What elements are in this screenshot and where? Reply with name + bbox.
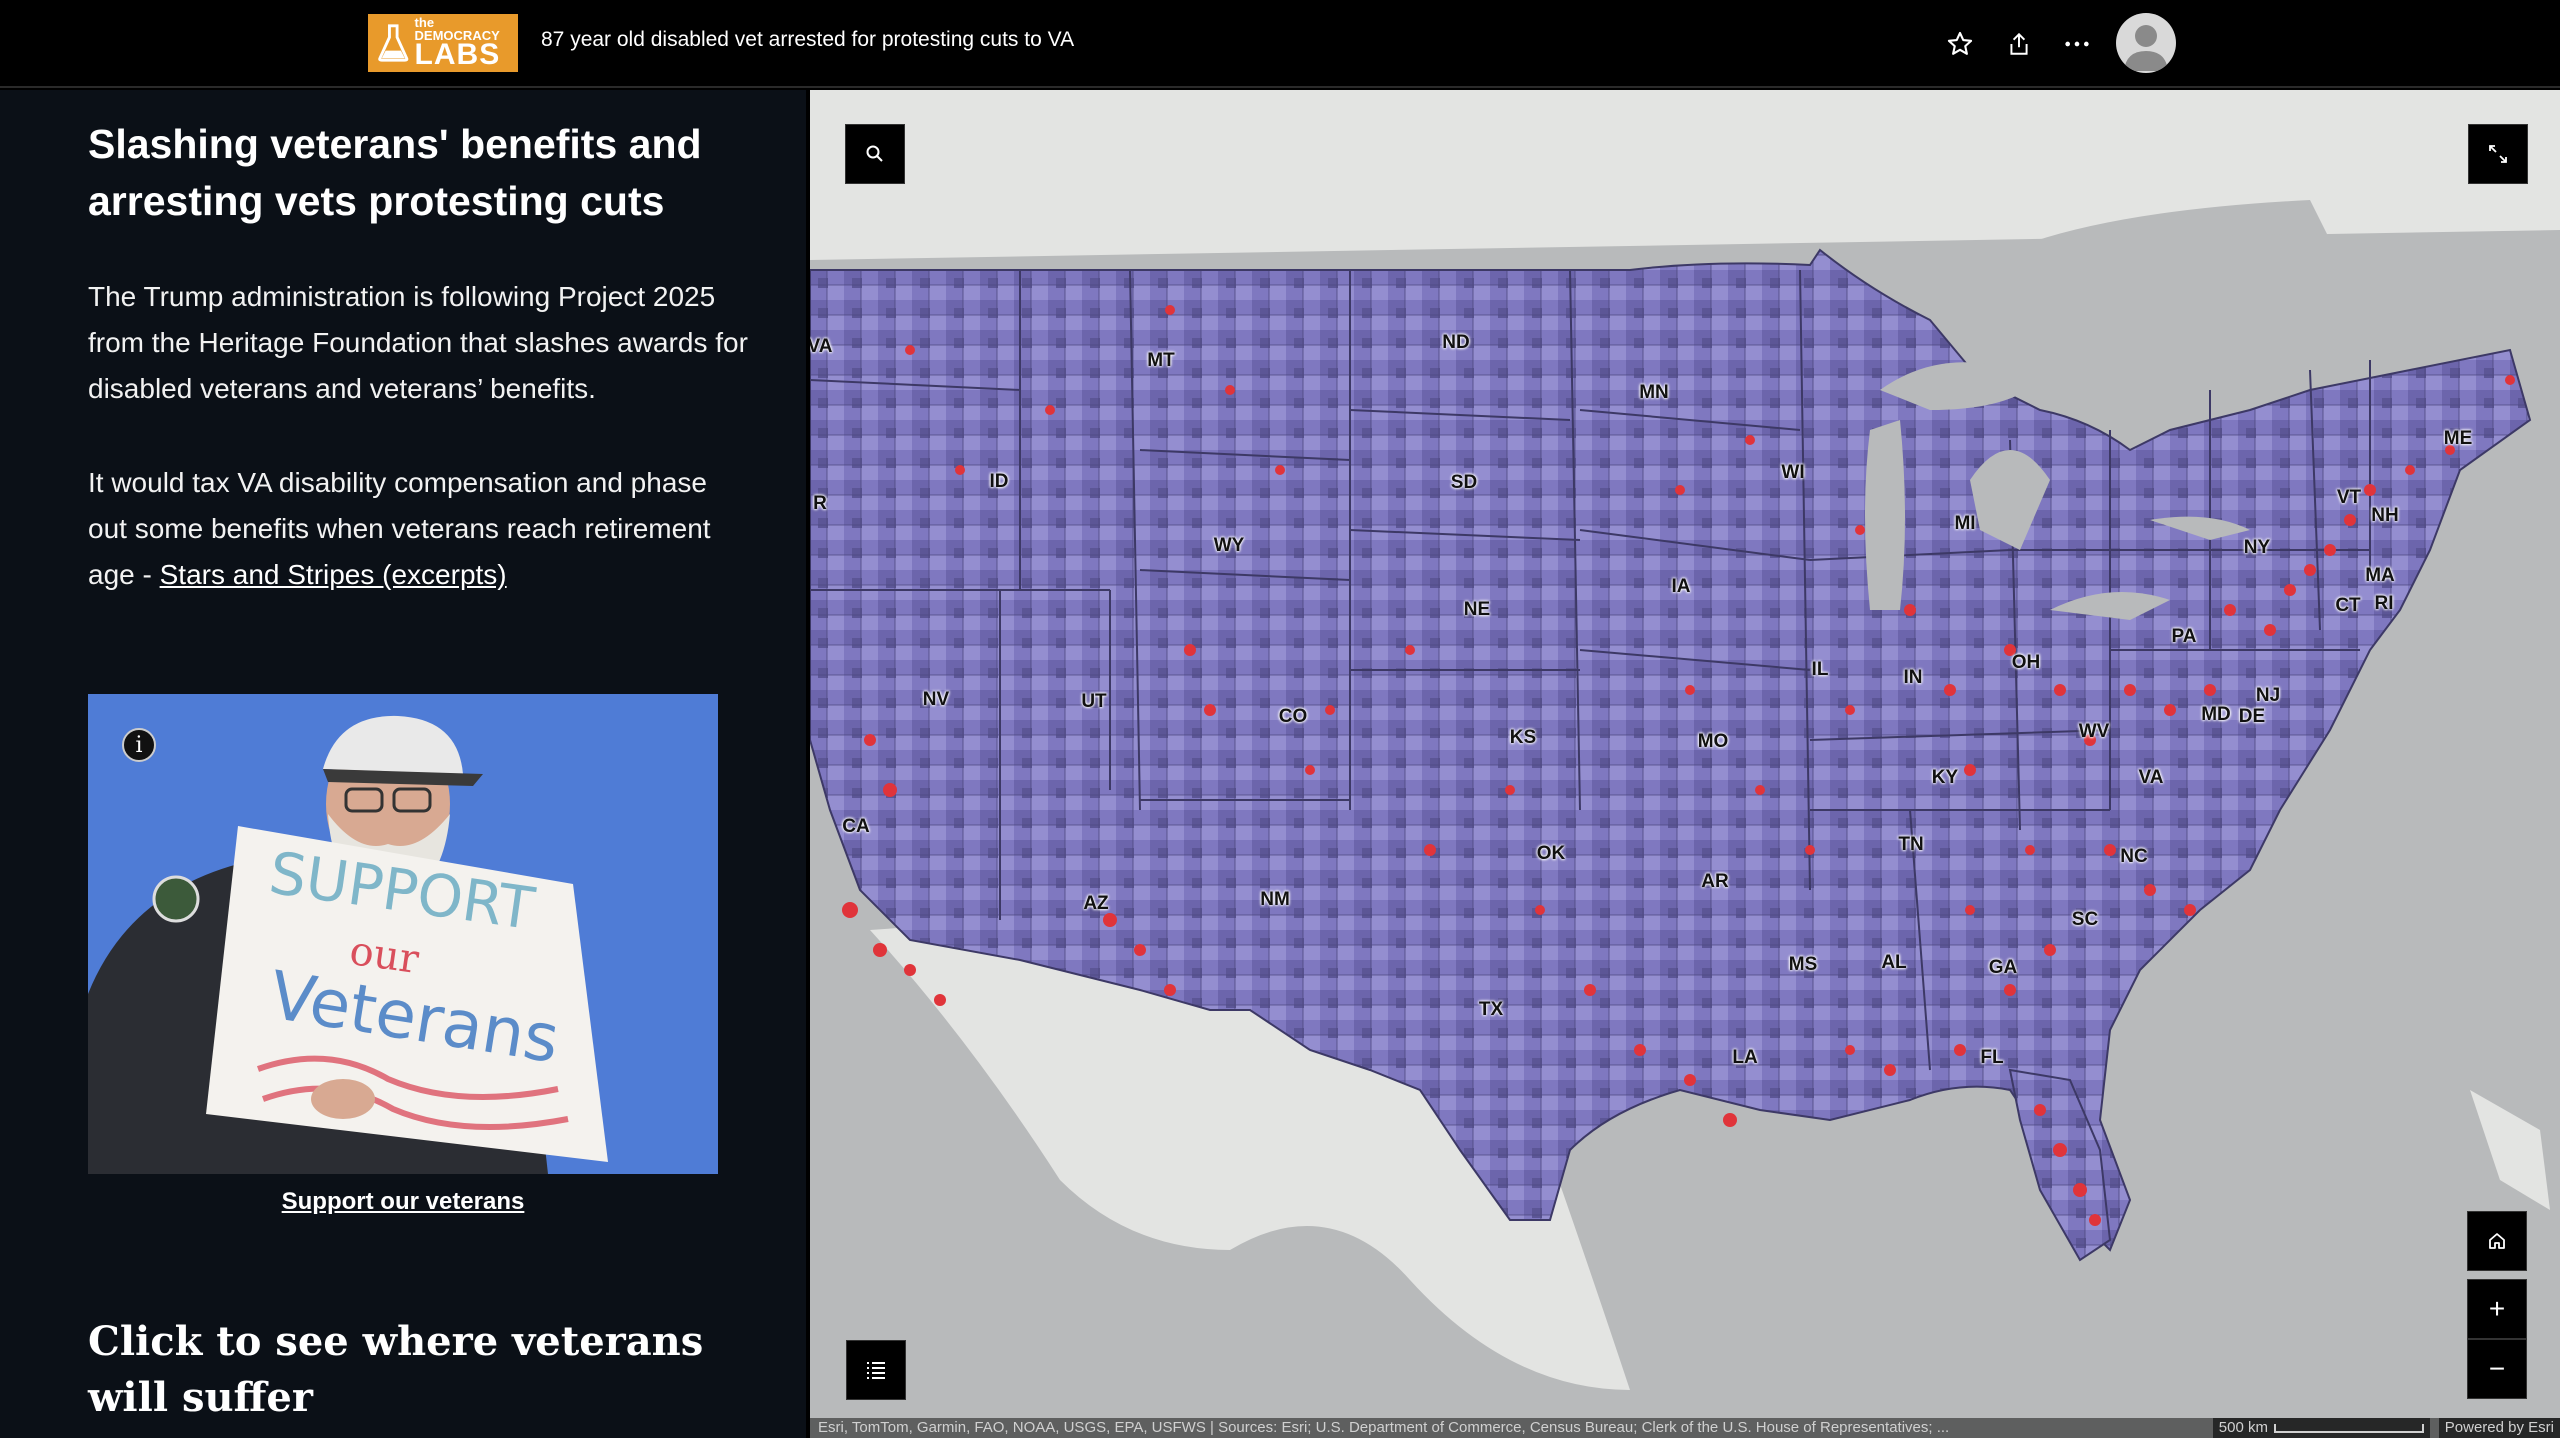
- narrative-panel[interactable]: Slashing veterans' benefits and arrestin…: [0, 90, 806, 1438]
- state-label-fl: FL: [1980, 1047, 2004, 1068]
- flask-icon: [378, 24, 409, 62]
- state-label-ks: KS: [1509, 727, 1537, 748]
- state-label-va-west: VA: [810, 336, 833, 357]
- fullscreen-button[interactable]: [2468, 124, 2528, 184]
- state-label-sc: SC: [2071, 909, 2099, 930]
- state-label-or-partial: R: [813, 493, 827, 514]
- map-search-button[interactable]: [845, 124, 905, 184]
- state-label-il: IL: [1811, 659, 1829, 680]
- section-heading: Click to see where veterans will suffer: [88, 1318, 704, 1421]
- story-title: 87 year old disabled vet arrested for pr…: [541, 28, 1075, 51]
- logo-big-text: LABS: [414, 38, 501, 71]
- panel-divider: [806, 90, 810, 1438]
- state-label-ga: GA: [1988, 957, 2018, 978]
- state-label-vt: VT: [2336, 487, 2362, 508]
- user-silhouette-icon: [2124, 25, 2168, 71]
- veterans-county-map[interactable]: VA MT ND MN ME ID SD WI R WY MI VT NH NY…: [810, 90, 2560, 1438]
- state-label-ne: NE: [1463, 599, 1491, 620]
- state-label-wv: WV: [2078, 721, 2110, 742]
- state-label-nm: NM: [1260, 889, 1290, 910]
- democracy-labs-logo[interactable]: the DEMOCRACY LABS: [368, 14, 518, 72]
- paragraph-tax-va: It would tax VA disability compensation …: [88, 460, 748, 598]
- veteran-protest-photo: SUPPORT our Veterans i: [88, 694, 718, 1174]
- state-label-ky: KY: [1931, 767, 1959, 788]
- state-label-md: MD: [2201, 704, 2231, 725]
- state-label-ar: AR: [1701, 871, 1729, 892]
- home-icon: [2489, 1233, 2505, 1249]
- state-label-ct: CT: [2335, 595, 2361, 616]
- state-label-mo: MO: [1697, 731, 1729, 752]
- scale-bar: 500 km: [2212, 1418, 2430, 1438]
- state-label-tn: TN: [1898, 834, 1924, 855]
- expand-icon: [2489, 145, 2507, 163]
- state-label-in: IN: [1903, 667, 1923, 688]
- list-icon: [867, 1362, 885, 1379]
- star-icon: [1947, 31, 1973, 55]
- paragraph-project-2025: The Trump administration is following Pr…: [88, 281, 748, 404]
- home-extent-button[interactable]: [2467, 1211, 2527, 1271]
- state-label-ma: MA: [2365, 565, 2395, 586]
- zoom-in-button[interactable]: +: [2467, 1279, 2527, 1339]
- scale-label: 500 km: [2218, 1419, 2268, 1436]
- state-label-ok: OK: [1536, 843, 1566, 864]
- zoom-out-button[interactable]: −: [2467, 1339, 2527, 1399]
- stars-and-stripes-link[interactable]: Stars and Stripes (excerpts): [159, 559, 507, 590]
- state-label-va: VA: [2138, 767, 2164, 788]
- state-label-me: ME: [2443, 428, 2473, 449]
- share-button[interactable]: [1999, 24, 2039, 64]
- powered-by-esri[interactable]: Powered by Esri: [2438, 1418, 2560, 1438]
- state-label-mn: MN: [1639, 382, 1669, 403]
- image-info-button[interactable]: i: [122, 728, 156, 762]
- state-label-pa: PA: [2171, 626, 2197, 647]
- state-label-az: AZ: [1083, 893, 1109, 914]
- state-label-al: AL: [1881, 952, 1907, 973]
- state-label-tx: TX: [1478, 999, 1504, 1020]
- state-label-mt: MT: [1147, 350, 1175, 371]
- top-header: the DEMOCRACY LABS 87 year old disabled …: [0, 0, 2560, 88]
- favorite-button[interactable]: [1940, 24, 1980, 64]
- state-label-nc: NC: [2120, 846, 2148, 867]
- state-label-nd: ND: [1442, 332, 1470, 353]
- scale-bar-graphic: [2274, 1423, 2424, 1433]
- share-icon: [2010, 32, 2028, 55]
- search-icon: [866, 145, 883, 162]
- state-label-nh: NH: [2371, 505, 2399, 526]
- veteran-photo-illustration: SUPPORT our Veterans: [88, 694, 718, 1174]
- state-label-de: DE: [2238, 706, 2266, 727]
- state-label-ny: NY: [2243, 537, 2271, 558]
- sign-line-2: our: [347, 928, 423, 983]
- state-label-ms: MS: [1788, 954, 1818, 975]
- panel-title: Slashing veterans' benefits and arrestin…: [88, 121, 702, 224]
- user-avatar[interactable]: [2116, 13, 2176, 73]
- state-label-co: CO: [1278, 706, 1308, 727]
- paragraph-tax-va-text: It would tax VA disability compensation …: [88, 467, 711, 590]
- veteran-dots: [842, 305, 2515, 1226]
- state-label-ia: IA: [1671, 576, 1691, 597]
- state-label-nv: NV: [922, 689, 950, 710]
- state-label-nj: NJ: [2255, 685, 2281, 706]
- state-label-mi: MI: [1954, 513, 1976, 534]
- state-label-sd: SD: [1450, 472, 1478, 493]
- legend-button[interactable]: [846, 1340, 906, 1400]
- state-label-id: ID: [989, 471, 1009, 492]
- state-label-ut: UT: [1081, 691, 1107, 712]
- state-label-oh: OH: [2011, 652, 2041, 673]
- basemap: [810, 90, 2560, 1438]
- state-label-wi: WI: [1781, 462, 1805, 483]
- state-label-la: LA: [1732, 1047, 1758, 1068]
- state-label-ca: CA: [842, 816, 870, 837]
- more-options-button[interactable]: [2057, 24, 2097, 64]
- state-label-wy: WY: [1213, 535, 1245, 556]
- logo-small-text: the DEMOCRACY: [414, 15, 500, 43]
- photo-caption-link[interactable]: Support our veterans: [281, 1188, 525, 1215]
- map-attribution[interactable]: Esri, TomTom, Garmin, FAO, NOAA, USGS, E…: [810, 1418, 2560, 1438]
- state-label-ri: RI: [2374, 593, 2394, 614]
- more-horizontal-icon: [2065, 41, 2089, 47]
